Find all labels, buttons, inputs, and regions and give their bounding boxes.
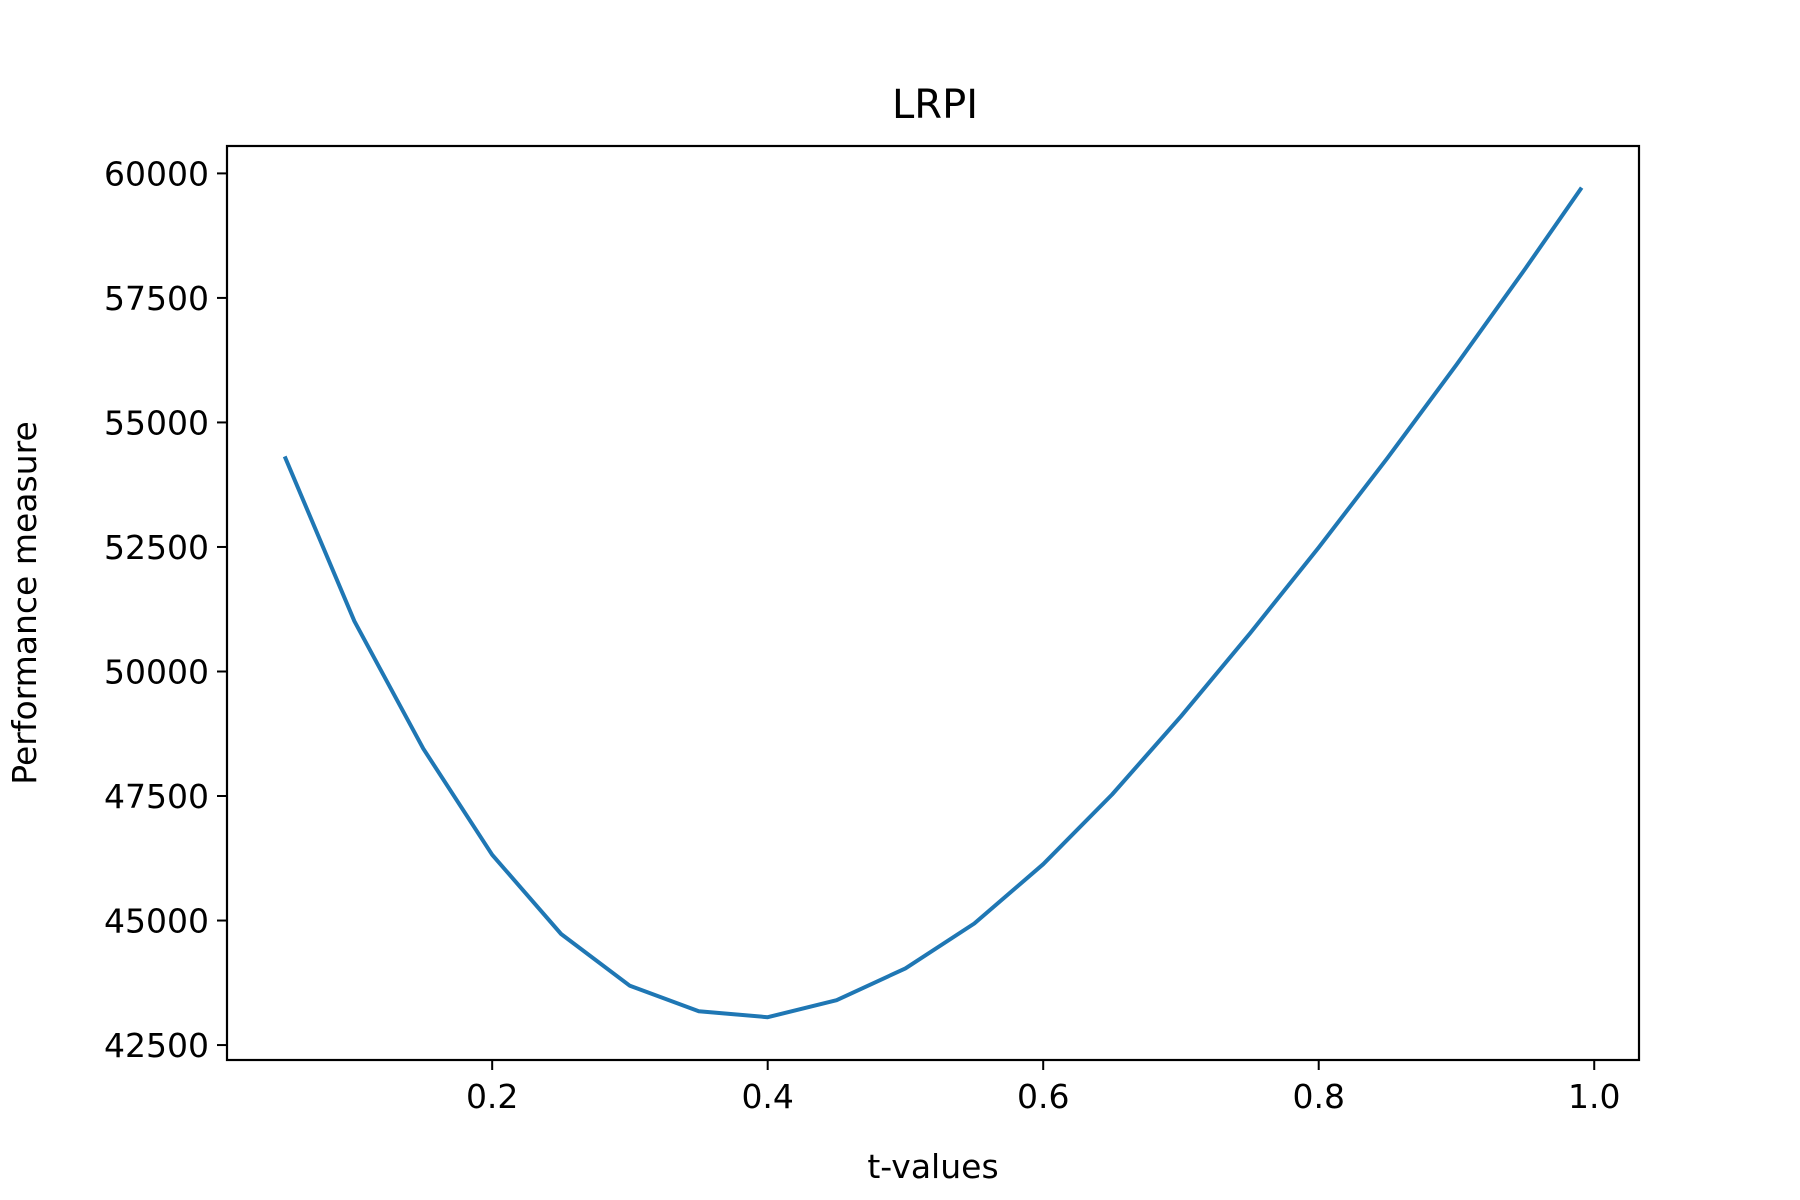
plot-area — [282, 186, 1584, 1020]
y-tick-label: 57500 — [104, 279, 209, 318]
x-tick-label: 0.4 — [741, 1077, 793, 1116]
x-tick-label: 0.8 — [1292, 1077, 1344, 1116]
y-tick-label: 52500 — [104, 528, 209, 567]
y-tick-label: 45000 — [104, 902, 209, 941]
y-tick-label: 47500 — [104, 777, 209, 816]
y-tick-label: 42500 — [104, 1026, 209, 1065]
x-tick-label: 0.6 — [1017, 1077, 1069, 1116]
plot-frame — [225, 144, 1641, 1062]
y-tick-label: 50000 — [104, 652, 209, 691]
y-tick-label: 60000 — [104, 154, 209, 193]
x-tick-label: 1.0 — [1568, 1077, 1620, 1116]
y-tick-label: 55000 — [104, 403, 209, 442]
x-tick-label: 0.2 — [466, 1077, 518, 1116]
series-line — [282, 186, 1584, 1020]
y-axis-label: Performance measure — [5, 421, 44, 785]
y-axis: 42500 45000 47500 50000 52500 55000 57500 60000 — [104, 154, 227, 1065]
x-axis: 0.2 0.4 0.6 0.8 1.0 — [466, 1060, 1620, 1116]
chart-title: LRPI — [892, 82, 978, 128]
x-axis-label: t-values — [867, 1147, 998, 1186]
